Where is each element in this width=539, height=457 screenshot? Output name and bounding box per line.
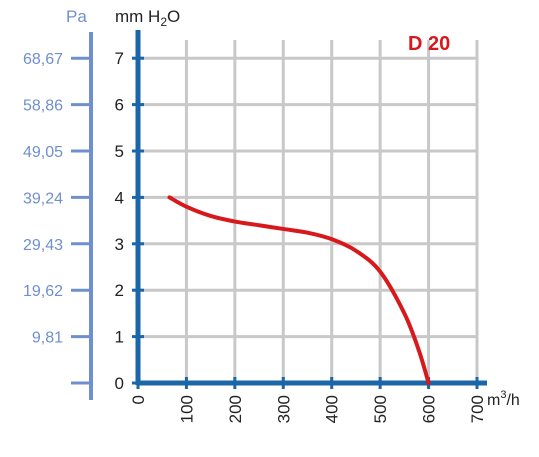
pa-tick-label: 39,24: [23, 190, 63, 207]
y-axis-label-pa: Pa: [66, 7, 87, 26]
x-tick-label: 0: [129, 395, 148, 404]
pa-tick-label: 19,62: [23, 283, 63, 300]
series: [167, 195, 431, 385]
chart-title: D 20: [408, 33, 450, 55]
y-axis-label-mmh2o: mm H2O: [115, 7, 180, 29]
y-tick-label: 2: [115, 281, 124, 300]
x-axis-label: m3/h: [487, 389, 520, 409]
axes: [71, 30, 487, 400]
pa-tick-label: 68,67: [23, 51, 63, 68]
series-line: [167, 195, 431, 385]
x-tick-label: 300: [274, 395, 293, 423]
y-tick-label: 4: [115, 188, 124, 207]
tick-labels: 9,81 19,62 29,43 39,24 49,05 58,86 68,67 0 1 2 3 4 5…: [23, 49, 487, 423]
pa-tick-label: 9,81: [32, 330, 63, 347]
x-tick-label: 700: [468, 395, 487, 423]
x-tick-label: 100: [177, 395, 196, 423]
x-tick-label: 400: [323, 395, 342, 423]
x-tick-label: 600: [420, 395, 439, 423]
x-tick-label: 500: [371, 395, 390, 423]
x-tick-label: 200: [226, 395, 245, 423]
pa-tick-label: 49,05: [23, 144, 63, 161]
y-tick-label: 1: [115, 328, 124, 347]
pa-tick-label: 29,43: [23, 237, 63, 254]
y-tick-label: 6: [115, 96, 124, 115]
pa-tick-label: 58,86: [23, 98, 63, 115]
grid: [138, 40, 479, 383]
y-tick-label: 3: [115, 235, 124, 254]
y-tick-label: 5: [115, 142, 124, 161]
y-tick-label: 7: [115, 49, 124, 68]
y-tick-label: 0: [115, 374, 124, 393]
